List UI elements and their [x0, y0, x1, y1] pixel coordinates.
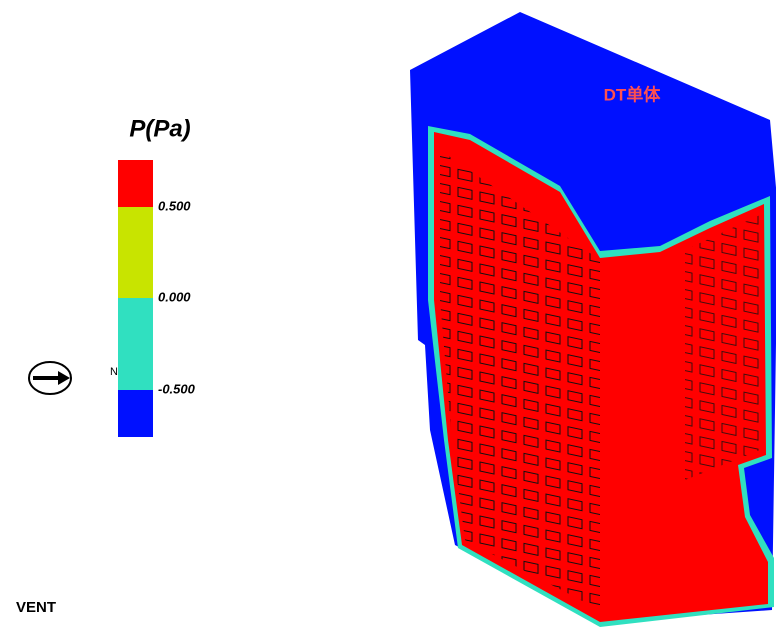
colorbar-band: [118, 160, 153, 207]
colorbar: [118, 160, 153, 437]
compass-ring: [28, 361, 72, 395]
colorbar-band: [118, 390, 153, 437]
colorbar-band: [118, 207, 153, 298]
legend-label: 0.500: [158, 198, 191, 213]
building: [410, 12, 776, 627]
compass-direction: N: [110, 366, 118, 378]
annotation: DT单体: [604, 84, 662, 104]
windows: [440, 150, 600, 610]
legend-label: -0.500: [158, 381, 196, 396]
colorbar-band: [118, 298, 153, 390]
compass-arrowhead: [58, 371, 70, 385]
legend-label: 0.000: [158, 289, 191, 304]
legend: P(Pa) 0.500 0.000 -0.500: [118, 115, 196, 437]
compass-label: VENT: [16, 599, 56, 616]
compass: N VENT: [16, 361, 118, 616]
windows: [685, 215, 760, 480]
legend-title: P(Pa): [129, 115, 190, 142]
